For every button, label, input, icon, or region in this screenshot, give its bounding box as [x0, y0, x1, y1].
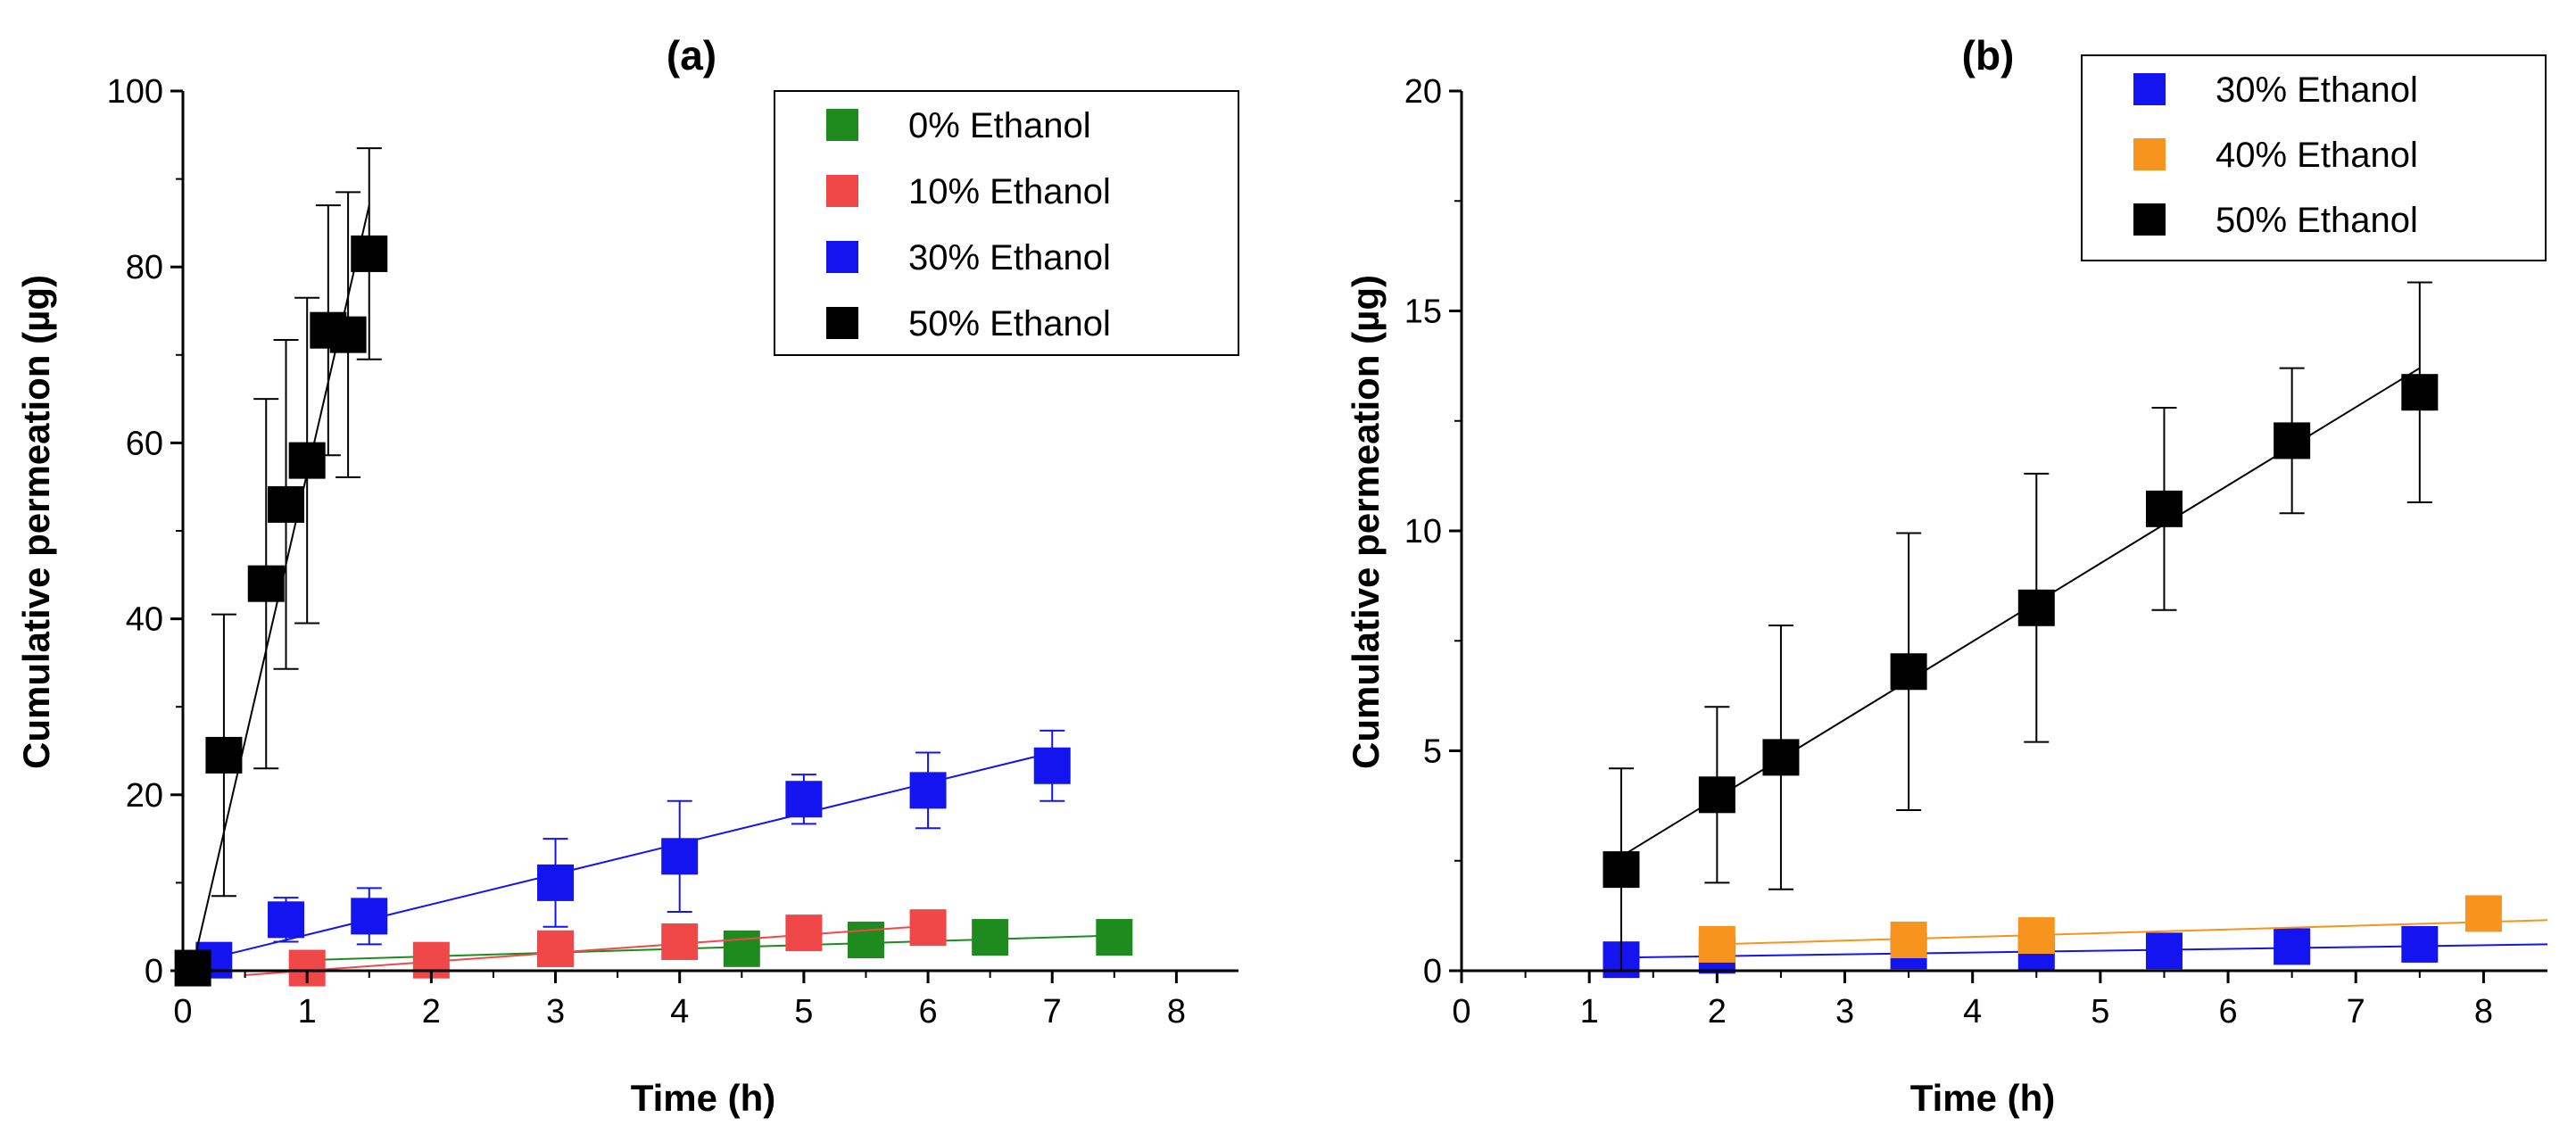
p1-x-tick-label-0: 0: [1452, 993, 1470, 1031]
p0-x-tick-label-2: 2: [422, 993, 441, 1031]
p0-x-tick-label-1: 1: [298, 993, 317, 1031]
p0-y-tick-label-0: 0: [145, 953, 163, 990]
p1-series-1-point-3: [2464, 895, 2502, 932]
panel-b-legend: 30% Ethanol 40% Ethanol 50% Ethanol: [2081, 54, 2547, 261]
p0-series-1-point-3: [661, 923, 699, 960]
p1-y-tick-label-10: 10: [1404, 513, 1442, 550]
p0-series-1-point-4: [785, 915, 823, 952]
p1-y-tick-label-20: 20: [1404, 73, 1442, 111]
p1-series-2-point-3: [1890, 653, 1927, 691]
panel-b-x-axis-title: Time (h): [1910, 1077, 2056, 1119]
p1-series-1-point-0: [1698, 925, 1735, 963]
panel-a-label: (a): [667, 32, 716, 79]
p0-series-2-legend-marker: [826, 241, 858, 273]
p0-series-3-point-6: [329, 316, 367, 353]
panel-b-axes: 0 1 2 3 4 5 6 7 8 0 5 10 15 20: [1404, 73, 2547, 1031]
p1-series-1-point-2: [2017, 917, 2055, 955]
p1-series-1-point-1: [1890, 921, 1927, 958]
p0-x-tick-label-8: 8: [1167, 993, 1186, 1031]
panel-a-marks: [174, 147, 1133, 987]
p0-series-0-point-2: [847, 921, 884, 958]
p0-x-tick-label-0: 0: [173, 993, 192, 1031]
p0-series-3-point-2: [247, 565, 285, 602]
p1-series-2-point-1: [1698, 776, 1735, 814]
p0-series-2-point-3: [537, 864, 575, 901]
p0-series-2-point-5: [785, 781, 823, 818]
p1-x-tick-label-1: 1: [1580, 993, 1599, 1031]
p1-series-0-point-6: [2401, 925, 2439, 963]
panel-a-legend: 0% Ethanol 10% Ethanol 30% Ethanol 50% Etha…: [774, 90, 1239, 356]
p0-series-0-point-4: [1096, 919, 1133, 956]
p0-series-2-point-6: [909, 772, 947, 809]
p1-series-2-legend-marker: [2133, 203, 2166, 236]
p0-series-2-point-7: [1033, 747, 1071, 784]
p0-x-tick-label-6: 6: [918, 993, 937, 1031]
p0-series-2-legend-label: 30% Ethanol: [908, 238, 1111, 277]
p1-x-tick-label-5: 5: [2091, 993, 2109, 1031]
p1-x-tick-label-6: 6: [2218, 993, 2237, 1031]
p0-series-3-point-0: [174, 949, 211, 987]
panel-b-y-axis-title: Cumulative permeation (µg): [1345, 275, 1387, 769]
p1-series-0-legend-marker: [2133, 73, 2166, 105]
p1-series-1-fit-line: [1717, 919, 2548, 946]
p0-y-tick-label-20: 20: [126, 777, 163, 815]
p1-series-1-legend-label: 40% Ethanol: [2216, 136, 2418, 175]
p0-series-2-point-4: [661, 838, 699, 875]
p0-series-3-legend-marker: [826, 307, 858, 339]
p0-y-tick-label-100: 100: [107, 73, 163, 111]
p1-series-0-point-4: [2145, 932, 2183, 970]
p1-series-0-fit-line: [1620, 943, 2548, 959]
p0-series-1-legend-marker: [826, 175, 858, 207]
p1-series-2-point-5: [2145, 490, 2183, 527]
p0-x-tick-label-4: 4: [670, 993, 689, 1031]
p1-series-2-legend-label: 50% Ethanol: [2216, 201, 2418, 240]
p1-series-0-legend-label: 30% Ethanol: [2216, 70, 2418, 110]
p1-series-0-point-5: [2274, 928, 2311, 965]
p0-series-0-point-3: [972, 919, 1009, 956]
p0-y-tick-label-40: 40: [126, 601, 163, 639]
p1-x-tick-label-8: 8: [2474, 993, 2493, 1031]
p1-y-tick-label-0: 0: [1423, 953, 1442, 990]
panel-a-y-axis-title: Cumulative permeation (µg): [15, 275, 57, 769]
p0-series-3-legend-label: 50% Ethanol: [908, 304, 1111, 344]
p0-y-tick-label-80: 80: [126, 249, 163, 286]
p0-series-1-point-2: [537, 930, 575, 967]
p0-x-tick-label-7: 7: [1043, 993, 1062, 1031]
p0-series-0-legend-marker: [826, 109, 858, 141]
panel-b-label: (b): [1962, 32, 2015, 79]
p0-series-1-legend-label: 10% Ethanol: [908, 172, 1111, 211]
p1-series-2-point-7: [2401, 374, 2439, 411]
panel-b-marks: [1603, 281, 2548, 979]
p1-x-tick-label-7: 7: [2347, 993, 2365, 1031]
p1-x-tick-label-3: 3: [1835, 993, 1854, 1031]
p1-y-tick-label-5: 5: [1423, 733, 1442, 771]
p0-series-3-point-3: [268, 485, 305, 523]
p1-series-1-legend-marker: [2133, 138, 2166, 170]
p1-series-2-point-0: [1603, 851, 1640, 889]
p1-series-2-point-6: [2274, 422, 2311, 459]
p0-series-3-point-1: [205, 736, 243, 774]
p0-series-3-point-7: [351, 235, 388, 272]
p1-series-2-point-2: [1762, 739, 1800, 776]
p1-y-tick-label-15: 15: [1404, 294, 1442, 331]
p1-x-tick-label-2: 2: [1708, 993, 1727, 1031]
p0-series-0-legend-label: 0% Ethanol: [908, 106, 1091, 145]
panel-a-x-axis-title: Time (h): [631, 1077, 776, 1119]
p0-series-0-point-1: [723, 930, 760, 967]
p0-x-tick-label-5: 5: [794, 993, 813, 1031]
panel-b: (b) 0 1 2 3 4 5 6 7 8 0 5 10 15 20 Time (h) Cumulativ…: [1345, 32, 2548, 1119]
p0-series-1-point-5: [909, 909, 947, 947]
p0-series-1-fit-line: [244, 924, 929, 976]
p1-x-tick-label-4: 4: [1963, 993, 1982, 1031]
p0-y-tick-label-60: 60: [126, 425, 163, 462]
p0-x-tick-label-3: 3: [546, 993, 565, 1031]
p0-series-3-point-4: [288, 442, 326, 479]
p1-series-2-point-4: [2017, 589, 2055, 626]
p0-series-2-point-2: [351, 898, 388, 935]
p0-series-2-point-1: [268, 901, 305, 939]
